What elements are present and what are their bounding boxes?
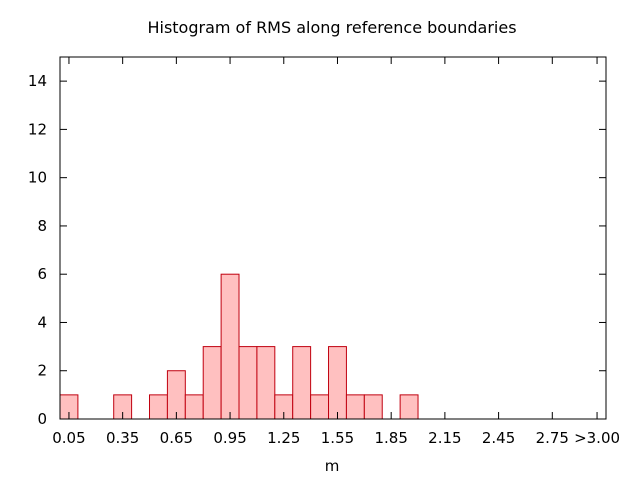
y-tick-label-6: 12 bbox=[28, 120, 47, 138]
x-tick-label-8: 2.45 bbox=[482, 429, 515, 447]
bar-8 bbox=[256, 346, 276, 420]
ticks-group bbox=[60, 57, 606, 420]
bar-5 bbox=[202, 346, 222, 420]
plot-frame bbox=[59, 56, 607, 420]
y-tick-label-2: 4 bbox=[37, 313, 47, 331]
y-tick-label-4: 8 bbox=[37, 217, 47, 235]
x-tick-label-0: 0.05 bbox=[52, 429, 85, 447]
x-tick-label-5: 1.55 bbox=[321, 429, 354, 447]
x-tick-label-4: 1.25 bbox=[267, 429, 300, 447]
x-tick-label-7: 2.15 bbox=[428, 429, 461, 447]
bar-13 bbox=[345, 394, 365, 420]
bar-4 bbox=[184, 394, 204, 420]
x-tick-label-10: >3.00 bbox=[574, 429, 620, 447]
tick-labels-group: 0 2 4 6 8 10 12 14 0.05 0.35 0.65 0.95 1.25 1.55 1.85 2… bbox=[28, 72, 620, 447]
bar-6 bbox=[220, 273, 240, 420]
bars-group bbox=[59, 273, 419, 420]
y-tick-label-1: 2 bbox=[37, 362, 47, 380]
bar-10 bbox=[292, 346, 312, 420]
x-tick-label-3: 0.95 bbox=[213, 429, 246, 447]
y-tick-label-7: 14 bbox=[28, 72, 47, 90]
y-tick-label-5: 10 bbox=[28, 169, 47, 187]
x-axis-label: m bbox=[325, 457, 340, 475]
x-tick-label-2: 0.65 bbox=[160, 429, 193, 447]
bar-12 bbox=[328, 346, 347, 420]
bar-2 bbox=[149, 394, 168, 420]
bar-14 bbox=[363, 394, 383, 420]
bar-11 bbox=[310, 394, 330, 420]
y-tick-label-0: 0 bbox=[37, 410, 47, 428]
bar-15 bbox=[399, 394, 419, 420]
x-tick-label-1: 0.35 bbox=[106, 429, 139, 447]
bar-7 bbox=[238, 346, 258, 420]
x-tick-label-9: 2.75 bbox=[536, 429, 569, 447]
x-tick-label-6: 1.85 bbox=[374, 429, 407, 447]
chart-title: Histogram of RMS along reference boundar… bbox=[147, 18, 516, 37]
y-tick-label-3: 6 bbox=[37, 265, 47, 283]
bar-3 bbox=[166, 370, 186, 420]
